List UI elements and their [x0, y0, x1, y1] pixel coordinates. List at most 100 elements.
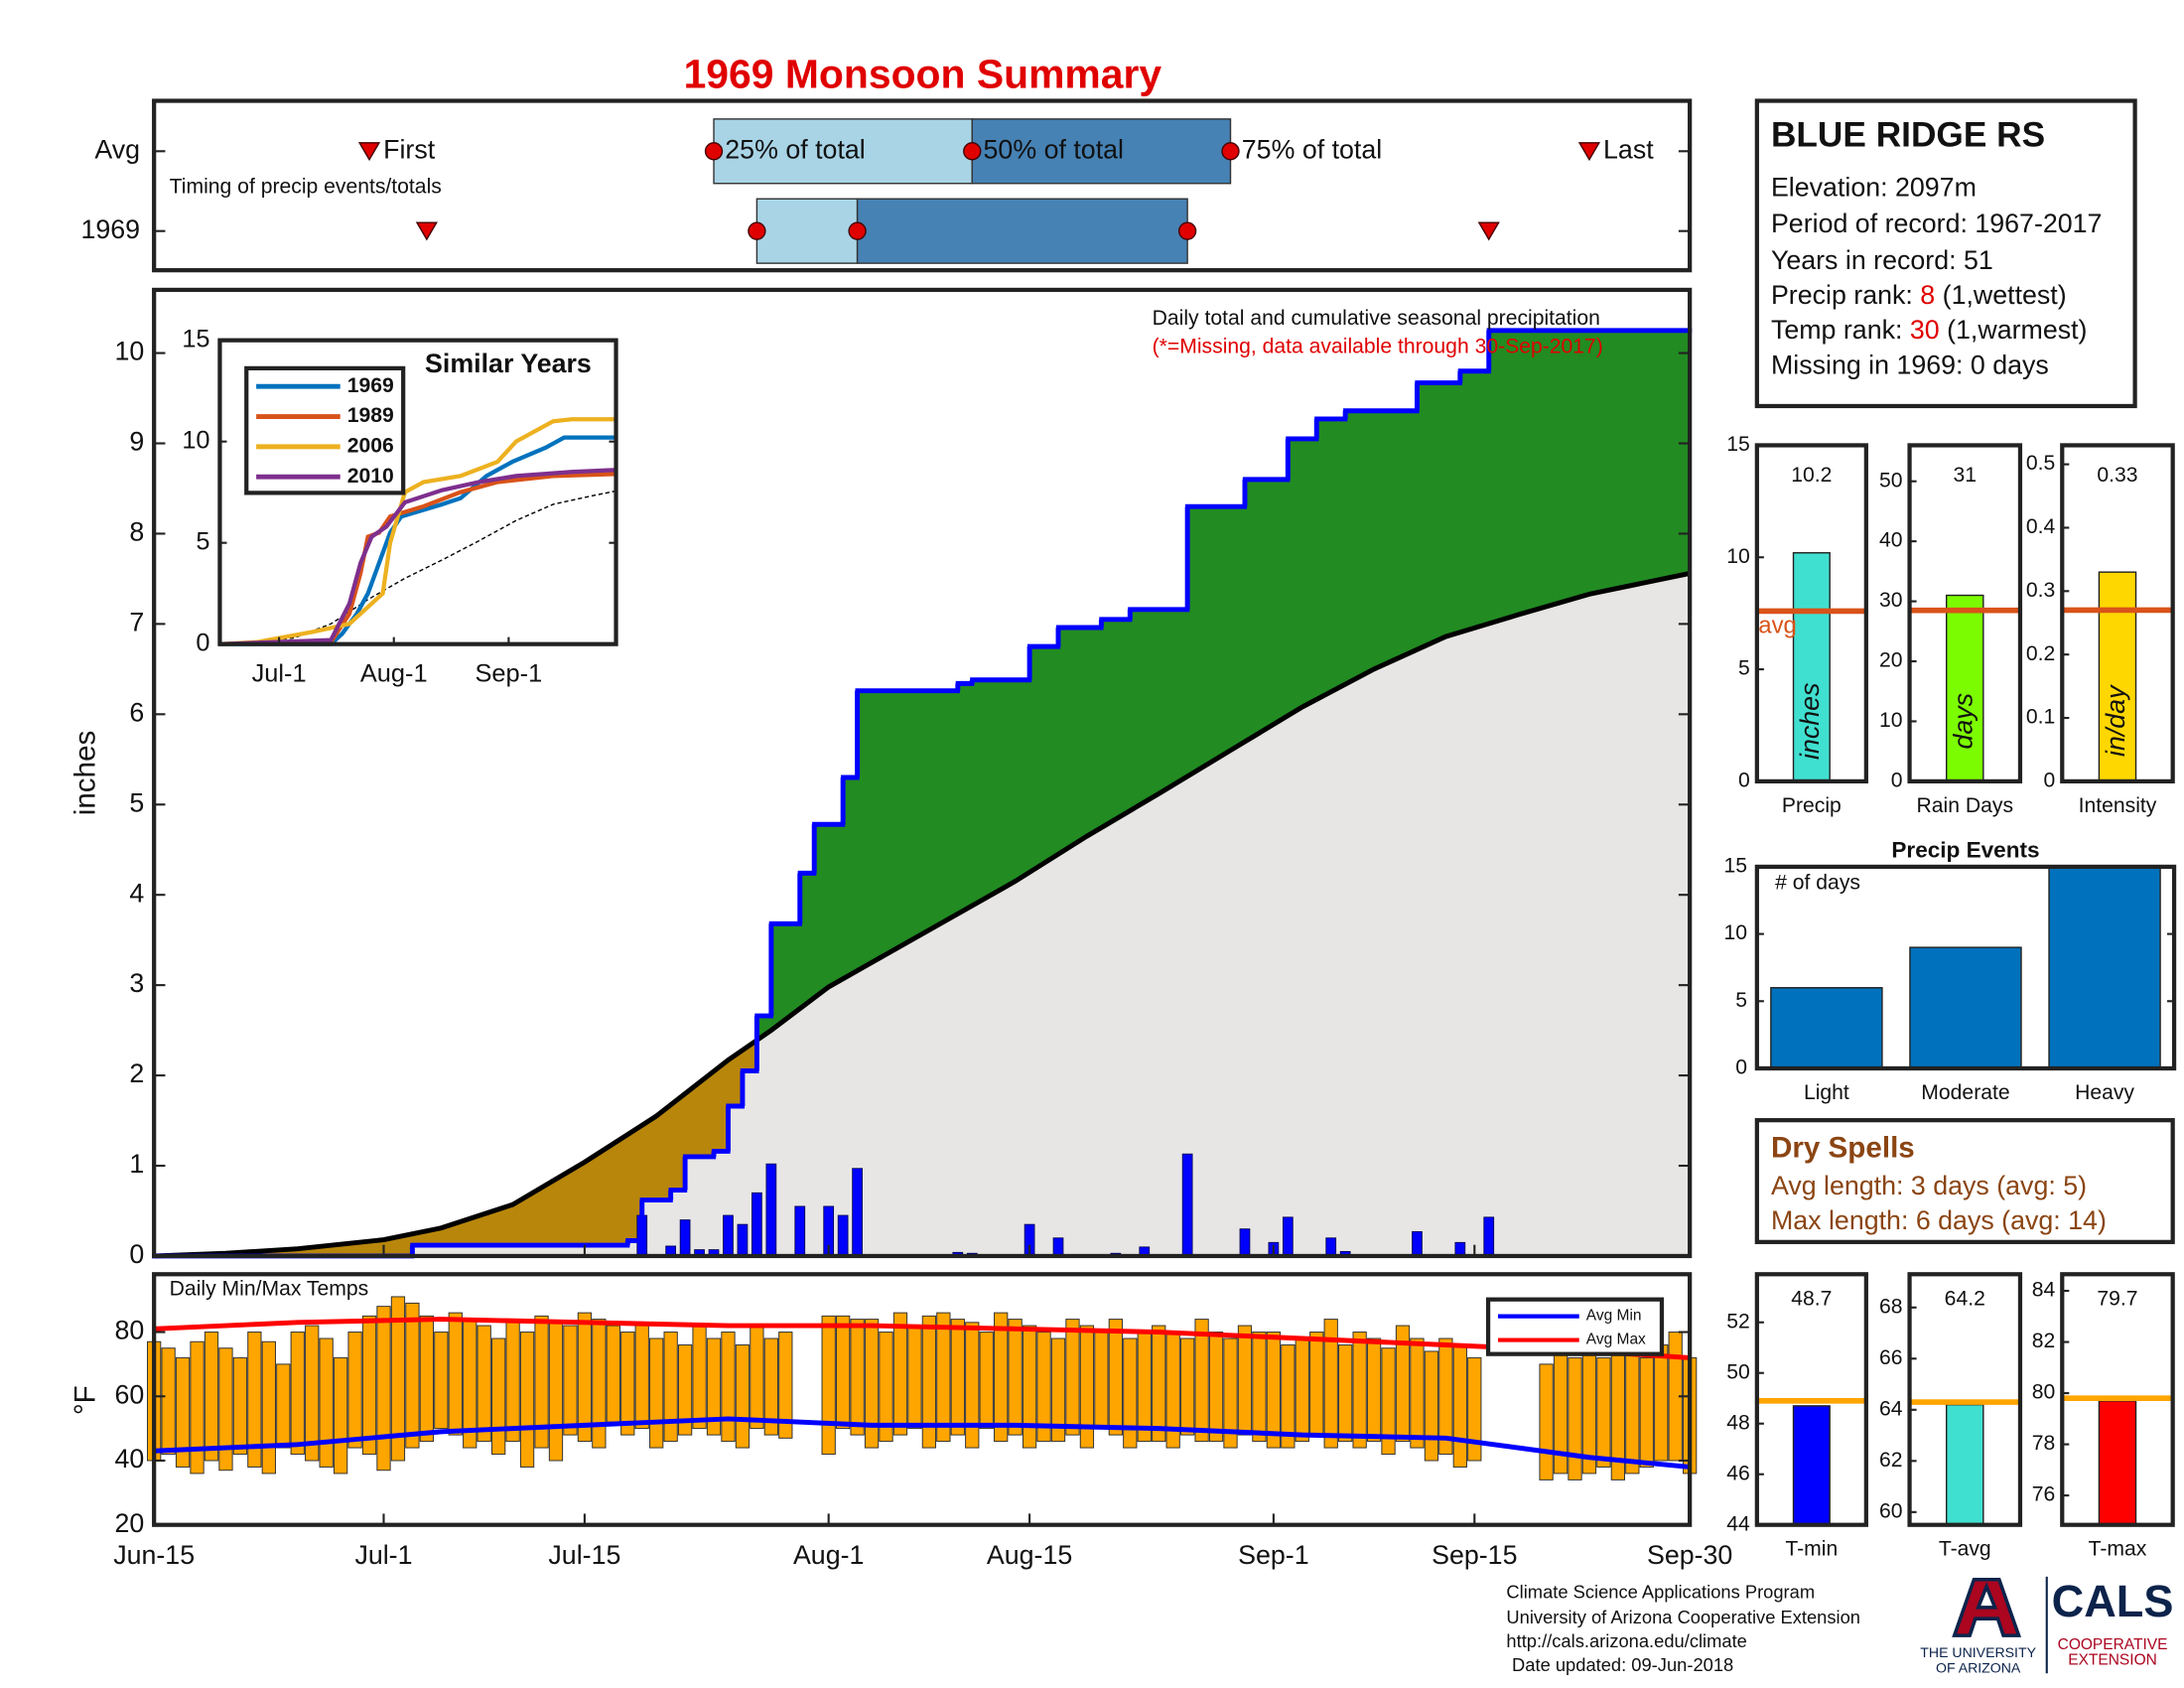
temp-range-bar: [620, 1332, 635, 1436]
footer-line: http://cals.arizona.edu/climate: [1506, 1630, 1746, 1651]
value-label: 0.33: [2097, 464, 2137, 487]
timing-label: Last: [1603, 134, 1654, 164]
y-tick-label: 40: [114, 1444, 144, 1474]
x-tick-label: Aug-1: [793, 1540, 864, 1570]
axes-frame: [217, 338, 618, 646]
temp-range-bar: [1123, 1337, 1138, 1449]
y-tick-label: 84: [2032, 1279, 2056, 1302]
x-tick-label: Aug-15: [987, 1540, 1072, 1570]
cals-logo-text: CALS: [2052, 1576, 2174, 1626]
bar-unit-label: days: [1948, 693, 1978, 750]
summary-bar: [1792, 1405, 1831, 1526]
axes-frame: [2060, 1272, 2175, 1527]
daily-precip-bar: [723, 1214, 734, 1257]
y-tick-label: 10: [1723, 921, 1747, 944]
temp-range-bar: [1309, 1332, 1324, 1436]
temp-range-bar: [979, 1332, 994, 1430]
footer: Climate Science Applications Program Uni…: [1506, 1576, 2173, 1676]
temp-range-bar: [1281, 1343, 1296, 1449]
temp-range-bar: [448, 1312, 463, 1436]
temp-range-bar: [1179, 1337, 1195, 1436]
timing-marker: [1221, 142, 1240, 161]
timing-marker: [848, 221, 867, 240]
temp-range-bar: [778, 1332, 793, 1439]
event-bar: [1909, 946, 2022, 1069]
temp-range-bar: [1625, 1337, 1640, 1475]
x-tick-label: Moderate: [1921, 1081, 2009, 1104]
temp-range-bar: [936, 1312, 951, 1443]
temp-range-bar: [505, 1319, 520, 1443]
summary-bar: [1945, 594, 1984, 782]
temp-range-bar: [864, 1319, 880, 1449]
temp-range-bar: [735, 1343, 751, 1449]
temp-range-bar: [763, 1337, 778, 1436]
temp-rank-label: Temp rank:: [1771, 315, 1902, 345]
x-tick-label: Jul-15: [548, 1540, 620, 1570]
temp-range-bar: [692, 1325, 707, 1430]
daily-precip-bar: [765, 1163, 777, 1257]
y-tick-label: 40: [1879, 529, 1903, 552]
y-tick-label: 66: [1879, 1346, 1903, 1369]
temp-range-bar: [649, 1337, 664, 1449]
row-label: Avg: [94, 134, 140, 164]
y-tick-label: 0.5: [2026, 452, 2055, 475]
daily-precip-bar: [1412, 1230, 1423, 1257]
event-bar: [2048, 866, 2161, 1069]
temp-range-bar: [1323, 1319, 1338, 1449]
x-tick-label: Light: [1804, 1081, 1849, 1104]
temp-range-bar: [1366, 1337, 1382, 1443]
y-tick-label: 0.2: [2026, 642, 2055, 665]
y-tick-label: 15: [182, 325, 209, 352]
temp-range-bar: [305, 1325, 320, 1462]
category-label: Intensity: [2079, 794, 2157, 817]
y-tick-label: 4: [129, 878, 144, 908]
timing-label: 50% of total: [984, 134, 1124, 164]
daily-precip-bar: [1282, 1216, 1294, 1257]
station-missing: Missing in 1969: 0 days: [1771, 351, 2049, 380]
similar-year-line: [219, 435, 616, 646]
timing-label: First: [383, 134, 436, 164]
y-tick-label: 52: [1726, 1310, 1750, 1333]
temp-range-bar: [850, 1319, 865, 1436]
legend-label: 2006: [347, 434, 394, 457]
category-label: T-avg: [1939, 1538, 1991, 1561]
temp-range-bar: [1452, 1343, 1467, 1468]
temp-range-bar: [290, 1332, 305, 1456]
y-tick-label: 64: [1879, 1397, 1903, 1420]
x-tick-label: Jun-15: [113, 1540, 195, 1570]
timing-marker: [1177, 221, 1197, 240]
temp-range-bar: [1581, 1343, 1597, 1475]
y-tick-label: 0.1: [2026, 706, 2055, 729]
station-box: BLUE RIDGE RS Elevation: 2097m Period of…: [1754, 98, 2137, 409]
station-frame: [1754, 98, 2137, 409]
ua-logo-mark: [1952, 1577, 2022, 1637]
annotation: Daily total and cumulative seasonal prec…: [1153, 307, 1600, 330]
y-tick-label: 8: [129, 517, 144, 547]
temp-range-bar: [491, 1337, 506, 1456]
dry-spells-title: Dry Spells: [1771, 1132, 1915, 1165]
axes-frame: [1754, 1272, 1868, 1527]
base-area: [154, 573, 1691, 1256]
temp-range-bar: [706, 1337, 722, 1436]
temp-range-bar: [1137, 1332, 1152, 1443]
precip-rank-label: Precip rank:: [1771, 280, 1913, 310]
footer-line: Climate Science Applications Program: [1506, 1582, 1815, 1603]
daily-precip-bar: [751, 1192, 762, 1257]
summary-bar: [1945, 1403, 1984, 1526]
station-years: Years in record: 51: [1771, 245, 1993, 275]
temp-range-bar: [1252, 1332, 1267, 1443]
temp-range-bar: [1008, 1319, 1023, 1436]
legend-label: 2010: [347, 465, 394, 488]
temp-range-bar: [1208, 1332, 1224, 1443]
temp-range-bar: [1467, 1356, 1482, 1462]
temp-range-bar: [319, 1337, 334, 1468]
axes-frame: [152, 1272, 1693, 1527]
x-tick-label: Sep-1: [1238, 1540, 1308, 1570]
y-tick-label: 20: [1879, 649, 1903, 672]
temp-range-bar: [592, 1319, 607, 1449]
temp-range-bar: [577, 1312, 593, 1443]
temp-range-bar: [1395, 1325, 1411, 1443]
precip-rank-value: 8: [1920, 280, 1935, 310]
temp-rank-note: (1,warmest): [1947, 315, 2087, 345]
chart-title: 1969 Monsoon Summary: [684, 51, 1162, 96]
